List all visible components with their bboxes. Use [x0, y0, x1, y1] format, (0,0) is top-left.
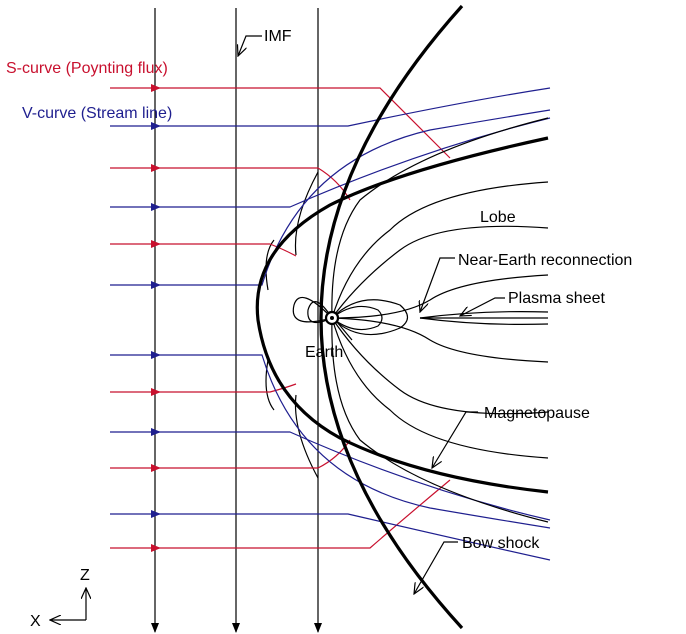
- magnetopause-curve: [255, 136, 549, 494]
- label-pointers: [238, 35, 505, 594]
- magnetospheric-field-lines: [292, 117, 549, 523]
- s-curves: [110, 84, 451, 552]
- v-curve-label: V-curve (Stream line): [22, 105, 172, 122]
- s-curve-label: S-curve (Poynting flux): [6, 60, 168, 77]
- earth-label: Earth: [305, 344, 343, 361]
- lobe-label: Lobe: [480, 209, 516, 226]
- axis-x-label: X: [30, 613, 41, 630]
- v-curves: [110, 87, 551, 561]
- plasma-sheet-label: Plasma sheet: [508, 290, 605, 307]
- earth-core: [330, 316, 334, 320]
- magnetopause-label: Magnetopause: [484, 405, 590, 422]
- near-earth-reconnection-label: Near-Earth reconnection: [458, 252, 632, 269]
- imf-label: IMF: [264, 28, 292, 45]
- imf-field-lines: [151, 8, 322, 633]
- axis-z-label: Z: [80, 567, 90, 584]
- bow-shock-label: Bow shock: [462, 535, 540, 552]
- axis-indicator: [50, 588, 86, 620]
- bow-shock-curve: [319, 4, 464, 630]
